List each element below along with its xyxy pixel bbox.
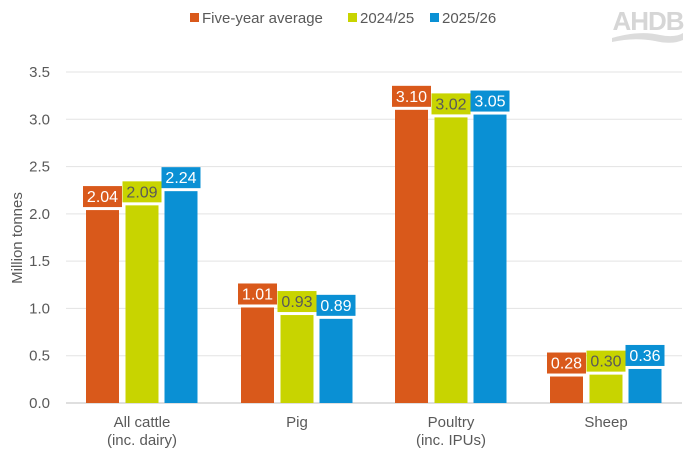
x-tick-label: Pig <box>286 414 308 431</box>
data-label: 2.09 <box>126 184 157 201</box>
data-label-box <box>470 90 510 112</box>
bar <box>280 315 314 403</box>
data-label: 2.24 <box>165 170 196 187</box>
legend: Five-year average 2024/25 2025/26 <box>190 10 496 27</box>
bar <box>164 191 198 403</box>
legend-swatch <box>348 13 357 22</box>
data-label: 2.04 <box>87 189 118 206</box>
data-label-box <box>625 344 665 366</box>
data-label: 0.93 <box>281 294 312 311</box>
data-label-box <box>277 291 317 313</box>
data-label-box <box>586 350 626 372</box>
legend-label: 2024/25 <box>360 10 414 27</box>
data-label-box <box>238 283 277 305</box>
svg-text:AHDB: AHDB <box>612 6 683 36</box>
y-tick-label: 1.5 <box>29 253 50 270</box>
bar <box>473 114 507 404</box>
bar <box>589 374 623 403</box>
y-tick-label: 3.5 <box>29 64 50 81</box>
data-label-box <box>122 181 162 203</box>
y-tick-label: 1.0 <box>29 300 50 317</box>
legend-swatch <box>190 13 199 22</box>
x-tick-label: All cattle <box>114 414 171 431</box>
data-label: 0.30 <box>590 354 621 371</box>
x-axis-labels: All cattle(inc. dairy) Pig Poultry(inc. IP… <box>107 414 628 449</box>
data-label-box <box>392 85 431 107</box>
bar <box>241 307 274 403</box>
legend-label: 2025/26 <box>442 10 496 27</box>
data-label-box <box>547 352 586 374</box>
data-label: 1.01 <box>242 286 273 303</box>
bar <box>434 117 468 403</box>
x-tick-label: (inc. dairy) <box>107 432 177 449</box>
y-tick-label: 2.0 <box>29 206 50 223</box>
bars: 2.04 2.09 2.24 1.01 0.93 0.89 3.10 3.02 3.05 0.28… <box>83 85 665 404</box>
data-label-box <box>83 186 122 208</box>
y-axis-title: Million tonnes <box>9 192 26 284</box>
y-tick-label: 2.5 <box>29 159 50 176</box>
data-label: 0.28 <box>551 356 582 373</box>
legend-label: Five-year average <box>202 10 323 27</box>
bar <box>319 318 353 403</box>
data-label: 3.05 <box>474 94 505 111</box>
x-tick-label: (inc. IPUs) <box>416 432 486 449</box>
data-label: 0.36 <box>629 348 660 365</box>
y-axis-ticks: 0.0 0.5 1.0 1.5 2.0 2.5 3.0 3.5 <box>29 64 50 412</box>
y-tick-label: 0.5 <box>29 348 50 365</box>
data-label: 3.02 <box>435 96 466 113</box>
data-label-box <box>431 93 471 115</box>
x-tick-label: Sheep <box>584 414 627 431</box>
data-label-box <box>316 294 356 316</box>
data-label-box <box>161 167 201 189</box>
bar <box>395 109 428 403</box>
y-tick-label: 3.0 <box>29 111 50 128</box>
x-tick-label: Poultry <box>428 414 475 431</box>
ahdb-logo: AHDB <box>612 6 685 43</box>
bar <box>628 368 662 403</box>
bar <box>550 376 583 403</box>
legend-swatch <box>430 13 439 22</box>
bar <box>125 205 159 403</box>
data-label: 3.10 <box>396 89 427 106</box>
data-label: 0.89 <box>320 298 351 315</box>
y-tick-label: 0.0 <box>29 395 50 412</box>
bar <box>86 210 119 403</box>
